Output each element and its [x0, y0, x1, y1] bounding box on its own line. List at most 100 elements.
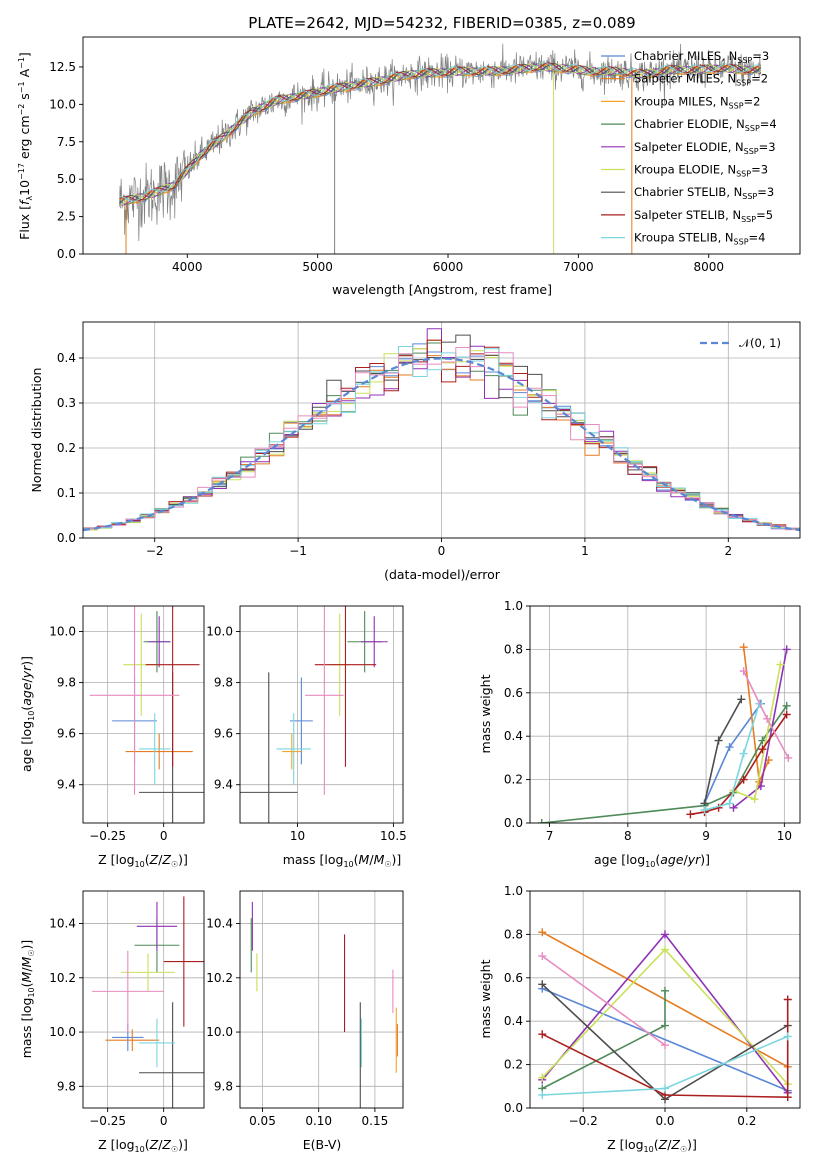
histogram-step [83, 347, 800, 532]
y-tick-label: 9.8 [214, 1079, 233, 1093]
plot-frame [239, 890, 404, 1109]
y-tick-label: 10.0 [49, 1025, 76, 1039]
ageZ-xlabel: Z [log10(Z/Z☉)] [98, 852, 188, 869]
weight-marker [784, 753, 793, 762]
y-tick-label: 10.4 [49, 917, 76, 931]
legend-label: Chabrier MILES, NSSP=3 [634, 49, 769, 65]
x-tick-label: 6000 [433, 260, 464, 274]
weight-marker [686, 810, 695, 819]
x-tick-label: 7 [546, 829, 554, 843]
y-tick-label: 0.1 [57, 486, 76, 500]
model-spectrum-line [119, 61, 762, 202]
wAge-ylabel: mass weight [478, 674, 493, 753]
spectrum-panel: PLATE=2642, MJD=54232, FIBERID=0385, z=0… [17, 14, 801, 297]
ebv-xlabel: E(B-V) [303, 1137, 342, 1152]
weight-marker [729, 803, 738, 812]
weight-marker [661, 1084, 669, 1093]
y-tick-label: 0.2 [504, 773, 523, 787]
y-tick-label: 10.2 [206, 971, 233, 985]
weight-marker [661, 930, 669, 939]
weight-marker [538, 928, 547, 937]
legend-label: Kroupa ELODIE, NSSP=3 [634, 163, 768, 179]
y-tick-label: 0.0 [57, 531, 76, 545]
weight-marker [739, 749, 748, 758]
x-tick-label: 9 [702, 829, 710, 843]
plot-frame [239, 605, 404, 824]
massZ-ylabel: mass [log10(M/M☉)] [19, 940, 36, 1059]
x-tick-label: 0.10 [305, 1114, 332, 1128]
x-tick-label: 10.5 [380, 829, 407, 843]
y-tick-label: 0.8 [504, 927, 523, 941]
histogram-legend: 𝒩(0, 1) [700, 336, 781, 350]
weight-marker [661, 945, 669, 954]
weight-marker [750, 795, 759, 804]
y-tick-label: 10.4 [206, 917, 233, 931]
y-tick-label: 0.0 [57, 247, 76, 261]
weight-marker [758, 745, 767, 754]
y-tick-label: 1.0 [504, 884, 523, 898]
weight-line [541, 987, 789, 1092]
ageZ-ylabel: age [log10(age/yr)] [19, 656, 36, 772]
weight-marker [776, 660, 785, 669]
gridlines [83, 891, 204, 1108]
y-tick-label: 9.8 [214, 676, 233, 690]
weight-marker [739, 775, 748, 784]
plot-area [91, 896, 204, 1108]
x-tick-label: 0.0 [655, 1114, 674, 1128]
x-tick-label: −0.25 [89, 1114, 126, 1128]
gaussian-curve [83, 357, 800, 532]
weight-marker [783, 1093, 792, 1102]
spectrum-legend: Chabrier MILES, NSSP=3 Salpeter MILES, NS… [601, 49, 777, 247]
weight-line [541, 999, 789, 1099]
x-tick-label: 1 [581, 544, 589, 558]
y-tick-label: 0.0 [504, 816, 523, 830]
histogram-ylabel: Normed distribution [29, 368, 44, 493]
y-tick-label: 9.8 [57, 1079, 76, 1093]
y-tick-label: 10.0 [206, 1025, 233, 1039]
x-tick-label: 0.05 [249, 1114, 276, 1128]
x-tick-label: 2 [724, 544, 732, 558]
y-tick-label: 12.5 [49, 60, 76, 74]
legend-label: Chabrier STELIB, NSSP=3 [634, 185, 774, 201]
legend-label: Kroupa STELIB, NSSP=4 [634, 231, 765, 247]
x-tick-label: −2 [146, 544, 164, 558]
weight-marker [783, 1032, 792, 1041]
y-tick-label: 9.4 [57, 778, 76, 792]
x-tick-label: 0.15 [362, 1114, 389, 1128]
y-tick-label: 0.4 [57, 351, 76, 365]
y-tick-label: 0.3 [57, 396, 76, 410]
y-tick-label: 9.8 [57, 676, 76, 690]
residual-histogram-panel: (data-model)/error Normed distribution −… [29, 321, 801, 582]
weight-marker [763, 714, 772, 723]
weight-vs-age-panel: age [log10(age/yr)] mass weight 7 8 9 10 0.0… [478, 599, 801, 869]
weight-marker [537, 819, 546, 823]
y-tick-label: 9.4 [214, 778, 233, 792]
weight-marker [725, 743, 734, 752]
y-tick-label: 0.4 [504, 1014, 523, 1028]
plot-area [119, 43, 762, 254]
x-tick-label: 0 [438, 544, 446, 558]
y-tick-label: 10.0 [206, 625, 233, 639]
gridlines [83, 606, 204, 823]
x-tick-label: 0.2 [737, 1114, 756, 1128]
wZ-ylabel: mass weight [478, 959, 493, 1038]
x-tick-label: 0 [160, 1114, 168, 1128]
plot-frame [529, 605, 801, 824]
plot-frame [82, 605, 205, 824]
wAge-xlabel: age [log10(age/yr)] [594, 852, 710, 869]
weight-marker [700, 805, 709, 814]
x-tick-label: 10 [290, 829, 305, 843]
y-tick-label: 0.2 [504, 1058, 523, 1072]
weight-marker [737, 695, 746, 704]
y-tick-label: 5.0 [57, 172, 76, 186]
age-vs-Z-panel: Z [log10(Z/Z☉)] age [log10(age/yr)] −0.2… [19, 605, 205, 869]
weight-marker [782, 645, 791, 654]
weight-line [541, 990, 666, 1090]
y-tick-label: 10.0 [49, 625, 76, 639]
x-tick-label: 8000 [693, 260, 724, 274]
weight-marker [661, 986, 669, 995]
y-tick-label: 0.4 [504, 729, 523, 743]
wZ-xlabel: Z [log10(Z/Z☉)] [607, 1137, 697, 1154]
weight-marker [538, 1073, 547, 1082]
